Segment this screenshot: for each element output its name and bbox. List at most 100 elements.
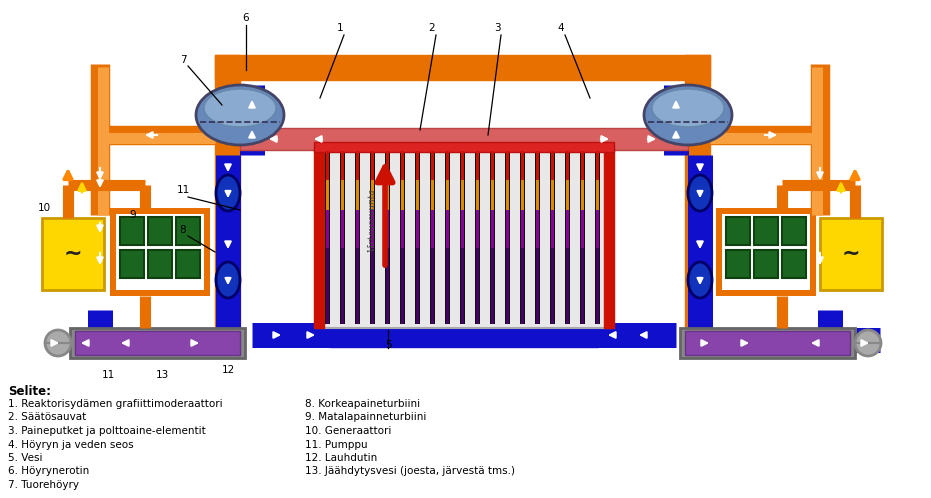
Bar — [330, 317, 598, 347]
Text: 4: 4 — [558, 23, 564, 33]
Bar — [371, 180, 374, 210]
Bar — [460, 150, 465, 324]
Bar — [566, 151, 569, 180]
Bar — [782, 250, 806, 278]
Bar — [726, 250, 750, 278]
Bar — [680, 328, 855, 358]
Bar — [240, 128, 688, 150]
Bar — [461, 180, 464, 210]
Bar — [551, 248, 554, 324]
Bar — [726, 217, 750, 245]
Text: Selite:: Selite: — [8, 385, 51, 398]
Text: 13: 13 — [155, 370, 169, 380]
Bar — [551, 180, 554, 210]
Ellipse shape — [652, 89, 724, 127]
Bar — [461, 210, 464, 248]
Polygon shape — [329, 305, 599, 330]
Bar — [596, 151, 599, 180]
Bar — [416, 248, 419, 324]
Bar — [491, 180, 494, 210]
Ellipse shape — [688, 262, 712, 298]
Bar — [521, 180, 524, 210]
Bar — [325, 150, 330, 324]
Bar — [371, 248, 374, 324]
Bar — [754, 250, 778, 278]
Bar — [596, 210, 599, 248]
Text: 6: 6 — [243, 13, 250, 23]
Bar — [521, 248, 524, 324]
Text: 2. Säätösauvat: 2. Säätösauvat — [8, 412, 87, 422]
Bar — [476, 151, 479, 180]
Bar — [521, 151, 524, 180]
Bar — [75, 331, 240, 355]
Bar — [566, 210, 569, 248]
Bar — [550, 150, 555, 324]
Bar — [148, 217, 172, 245]
Bar — [446, 180, 449, 210]
Bar — [116, 214, 204, 290]
Bar — [356, 210, 359, 248]
Bar — [431, 151, 434, 180]
Bar — [215, 55, 710, 80]
Bar — [386, 180, 389, 210]
Bar — [491, 210, 494, 248]
Bar — [782, 217, 806, 245]
Ellipse shape — [216, 175, 240, 211]
Text: 12: 12 — [222, 365, 235, 375]
Bar — [685, 331, 850, 355]
Ellipse shape — [216, 262, 240, 298]
Bar — [416, 210, 419, 248]
Bar — [475, 150, 480, 324]
Bar — [521, 210, 524, 248]
Bar — [371, 210, 374, 248]
Text: 8. Korkeapaineturbiini: 8. Korkeapaineturbiini — [305, 399, 420, 409]
Bar — [120, 217, 144, 245]
Bar — [566, 248, 569, 324]
Text: 6. Höyrynerotin: 6. Höyrynerotin — [8, 467, 89, 477]
Bar — [490, 150, 495, 324]
Bar — [461, 248, 464, 324]
Bar — [446, 210, 449, 248]
Bar — [416, 180, 419, 210]
Text: 1: 1 — [337, 23, 344, 33]
Bar — [386, 210, 389, 248]
Bar — [401, 180, 404, 210]
Ellipse shape — [644, 85, 732, 145]
Text: 11. Pumppu: 11. Pumppu — [305, 440, 368, 450]
Bar — [416, 151, 419, 180]
Bar — [820, 218, 882, 290]
Bar — [476, 248, 479, 324]
Bar — [314, 142, 614, 152]
Bar — [386, 151, 389, 180]
Bar — [536, 180, 539, 210]
Bar — [341, 210, 344, 248]
Bar — [148, 250, 172, 278]
Bar — [581, 151, 584, 180]
Bar — [581, 248, 584, 324]
Bar — [431, 248, 434, 324]
Bar — [551, 151, 554, 180]
Text: 10. Generaattori: 10. Generaattori — [305, 426, 391, 436]
Text: 13. Jäähdytysvesi (joesta, järvestä tms.): 13. Jäähdytysvesi (joesta, järvestä tms.… — [305, 467, 515, 477]
Text: 8: 8 — [180, 225, 186, 235]
Bar — [754, 217, 778, 245]
Text: 3. Paineputket ja polttoaine-elementit: 3. Paineputket ja polttoaine-elementit — [8, 426, 206, 436]
Bar — [326, 151, 329, 180]
Text: 4. Höyryn ja veden seos: 4. Höyryn ja veden seos — [8, 440, 134, 450]
Bar — [580, 150, 585, 324]
Bar — [476, 180, 479, 210]
Text: 12. Lauhdutin: 12. Lauhdutin — [305, 453, 377, 463]
Bar — [551, 210, 554, 248]
Bar — [341, 180, 344, 210]
Bar — [326, 248, 329, 324]
Bar — [370, 150, 375, 324]
Bar — [716, 208, 816, 296]
Ellipse shape — [196, 85, 284, 145]
Bar — [445, 150, 450, 324]
Bar — [401, 248, 404, 324]
Bar — [595, 150, 600, 324]
Bar — [536, 210, 539, 248]
Bar — [355, 150, 360, 324]
Bar — [341, 151, 344, 180]
Bar — [685, 55, 710, 345]
